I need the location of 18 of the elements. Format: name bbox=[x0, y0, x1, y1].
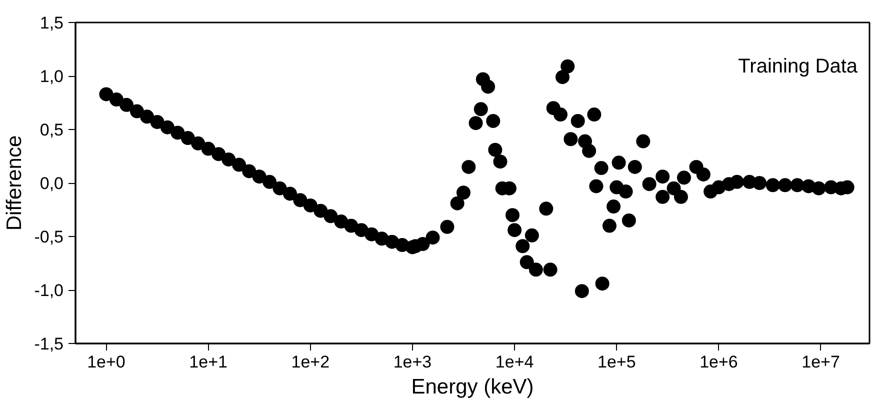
x-axis-title: Energy (keV) bbox=[411, 376, 534, 398]
x-tick-label: 1e+4 bbox=[495, 352, 534, 372]
annotation: Training Data bbox=[738, 56, 858, 78]
x-tick-label: 1e+1 bbox=[189, 352, 228, 372]
x-tick-label: 1e+2 bbox=[291, 352, 330, 372]
x-tick-label: 1e+5 bbox=[597, 352, 636, 372]
x-tick-label: 1e+3 bbox=[393, 352, 432, 372]
y-tick-label: -1,0 bbox=[34, 281, 64, 300]
y-tick-label: 1,0 bbox=[40, 67, 64, 86]
x-tick-label: 1e+7 bbox=[802, 352, 840, 372]
y-tick-label: 1,5 bbox=[40, 14, 64, 32]
y-tick-label: 0,5 bbox=[40, 120, 64, 140]
y-axis-title: Difference bbox=[3, 135, 26, 231]
x-tick-label: 1e+0 bbox=[87, 352, 126, 372]
x-tick-label: 1e+6 bbox=[700, 352, 738, 372]
y-tick-label: -0,5 bbox=[34, 228, 64, 246]
y-tick-label: -1,5 bbox=[34, 334, 64, 354]
y-tick-label: 0,0 bbox=[40, 174, 64, 193]
